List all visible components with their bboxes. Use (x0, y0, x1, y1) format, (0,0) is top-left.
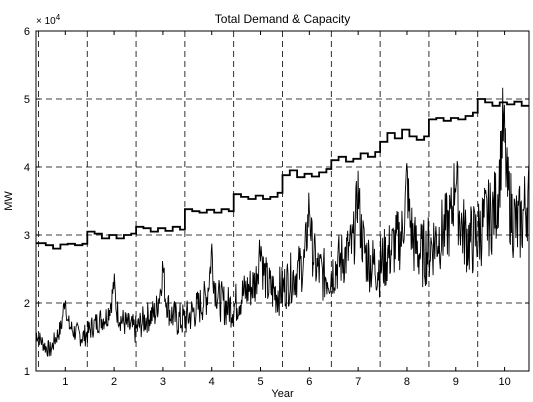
y-tick-label-6: 6 (24, 26, 30, 38)
y-tick-label-3: 3 (24, 230, 30, 242)
y-tick-label-5: 5 (24, 94, 30, 106)
demand-series-line (35, 87, 530, 357)
y-tick-label-1: 1 (24, 366, 30, 378)
capacity-series-line (36, 98, 529, 250)
x-tick-label-7: 7 (355, 376, 361, 388)
x-axis-label: Year (271, 388, 294, 400)
x-tick-label-4: 4 (209, 376, 215, 388)
x-tick-label-5: 5 (257, 376, 263, 388)
chart-title: Total Demand & Capacity (215, 12, 350, 26)
plot-area-frame (35, 30, 530, 372)
y-tick-label-4: 4 (24, 162, 30, 174)
y-tick-label-2: 2 (24, 298, 30, 310)
axis-ticks: 1 2 3 4 5 6 7 8 9 10 1 2 3 4 5 6 (24, 26, 529, 388)
y-axis-label: MW (3, 191, 15, 211)
x-tick-label-9: 9 (453, 376, 459, 388)
x-tick-label-8: 8 (404, 376, 410, 388)
y-axis-multiplier: × 104 (36, 13, 61, 27)
x-tick-label-1: 1 (62, 376, 68, 388)
x-tick-label-6: 6 (306, 376, 312, 388)
y-axis-multiplier-exponent: 4 (56, 13, 61, 22)
y-axis-multiplier-base: × 10 (36, 16, 56, 27)
x-tick-label-2: 2 (111, 376, 117, 388)
x-tick-label-3: 3 (160, 376, 166, 388)
x-tick-label-10: 10 (498, 376, 510, 388)
series-layer (35, 87, 530, 357)
grid-lines (36, 31, 529, 371)
